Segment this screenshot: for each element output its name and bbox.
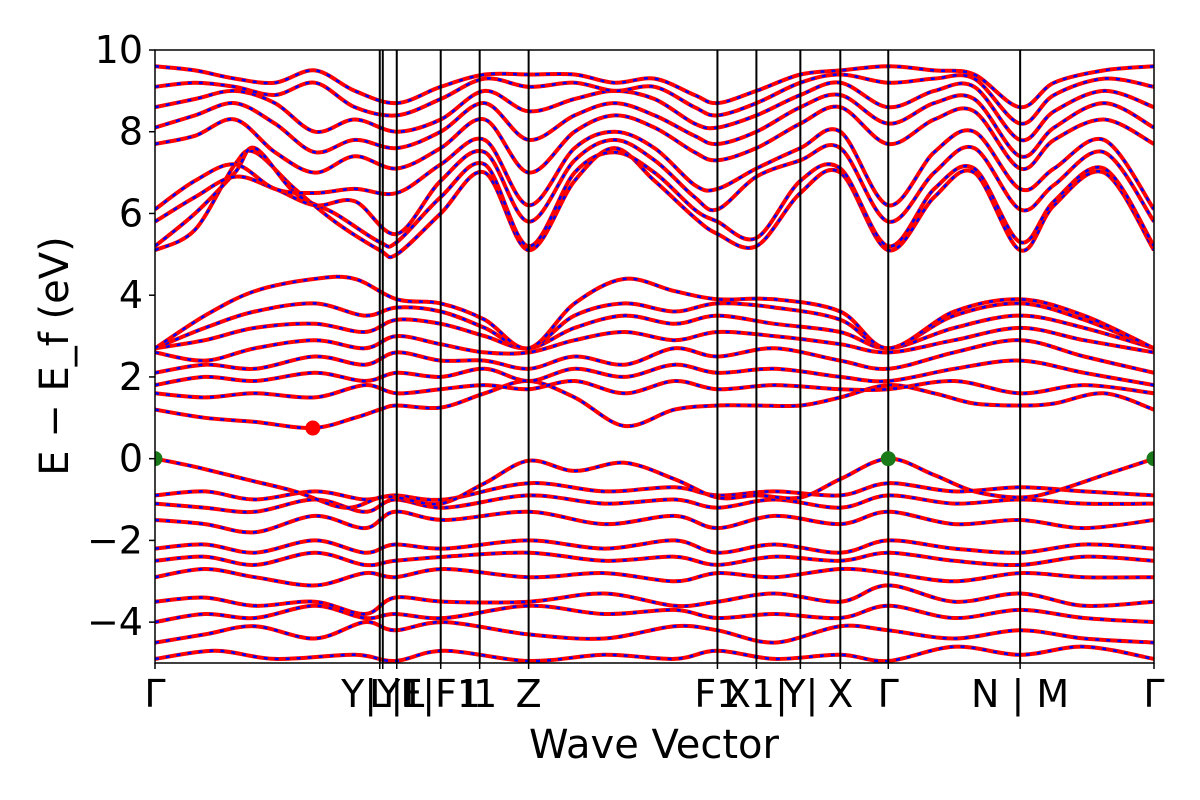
x-tick-label: Y| xyxy=(781,672,818,717)
y-tick-label: 2 xyxy=(119,355,143,399)
band-edge-markers xyxy=(155,420,1154,467)
band-12-spin-up xyxy=(155,378,1154,400)
band-4-spin-down xyxy=(155,567,1154,587)
band-23-spin-up xyxy=(155,104,1154,175)
y-tick-label: 10 xyxy=(95,28,143,72)
band-5-spin-up xyxy=(155,550,1154,568)
x-tick-label: X xyxy=(827,672,853,716)
band-27-spin-down xyxy=(155,65,1154,109)
band-11-spin-down xyxy=(155,379,1154,430)
band-26-spin-down xyxy=(155,73,1154,125)
band-22-spin-down xyxy=(155,128,1154,211)
band-16-spin-down xyxy=(155,314,1154,350)
vbm-marker xyxy=(155,451,163,467)
band-16-spin-up xyxy=(155,313,1154,351)
band-18-spin-down xyxy=(155,275,1154,350)
band-15-spin-down xyxy=(155,326,1154,362)
band-25-spin-up xyxy=(155,80,1154,143)
x-tick-label: N | M xyxy=(971,672,1069,717)
x-tick-label: Γ xyxy=(1143,672,1164,716)
x-tick-label: X1| xyxy=(725,672,788,717)
band-10-spin-down xyxy=(155,457,1154,509)
band-13-spin-up xyxy=(155,358,1154,388)
y-axis-label: E − E_f (eV) xyxy=(32,236,78,475)
y-tick-label: −4 xyxy=(87,600,143,644)
band-2-spin-up xyxy=(155,603,1154,625)
band-17-spin-down xyxy=(155,302,1154,350)
x-tick-label: L xyxy=(369,672,390,716)
x-tick-label: L|L xyxy=(369,672,424,717)
band-3-spin-up xyxy=(155,583,1154,616)
x-tick-label: F1 xyxy=(694,672,740,716)
band-14-spin-up xyxy=(155,338,1154,375)
high-symmetry-lines xyxy=(378,50,1022,663)
band-8-spin-down xyxy=(155,494,1154,514)
band-4-spin-up xyxy=(155,566,1154,588)
band-2-spin-down xyxy=(155,604,1154,624)
y-tick-label: 0 xyxy=(119,437,143,481)
x-tick-label: F|F1 xyxy=(400,672,481,717)
cbm-marker xyxy=(305,420,321,436)
band-21-spin-up xyxy=(155,137,1154,236)
y-tick-label: −2 xyxy=(87,518,143,562)
x-tick-label: Z xyxy=(516,672,542,716)
band-24-spin-down xyxy=(155,93,1154,159)
band-20-spin-down xyxy=(155,146,1154,248)
band-7-spin-down xyxy=(155,510,1154,534)
x-tick-label: Γ xyxy=(144,672,165,716)
y-tick-label: 8 xyxy=(119,110,143,154)
vbm-marker xyxy=(880,451,896,467)
x-tick-label: I1 xyxy=(462,672,497,716)
plot-frame xyxy=(154,49,1155,664)
x-tick-label: Y|Y1 xyxy=(340,672,424,717)
band-11-spin-up xyxy=(155,378,1154,431)
vbm-marker xyxy=(1146,451,1154,467)
band-7-spin-up xyxy=(155,509,1154,535)
y-tick-label: 4 xyxy=(119,273,143,317)
bands-layer xyxy=(155,64,1154,663)
band-1-spin-up xyxy=(155,620,1154,645)
y-axis-ticks: −4 −2 0 2 4 6 8 10 xyxy=(87,28,155,644)
x-axis-label: Wave Vector xyxy=(529,722,780,768)
y-tick-label: 6 xyxy=(119,191,143,235)
band-6-spin-down xyxy=(155,539,1154,555)
band-0-spin-down xyxy=(155,645,1154,663)
x-tick-label: Γ xyxy=(878,672,899,716)
